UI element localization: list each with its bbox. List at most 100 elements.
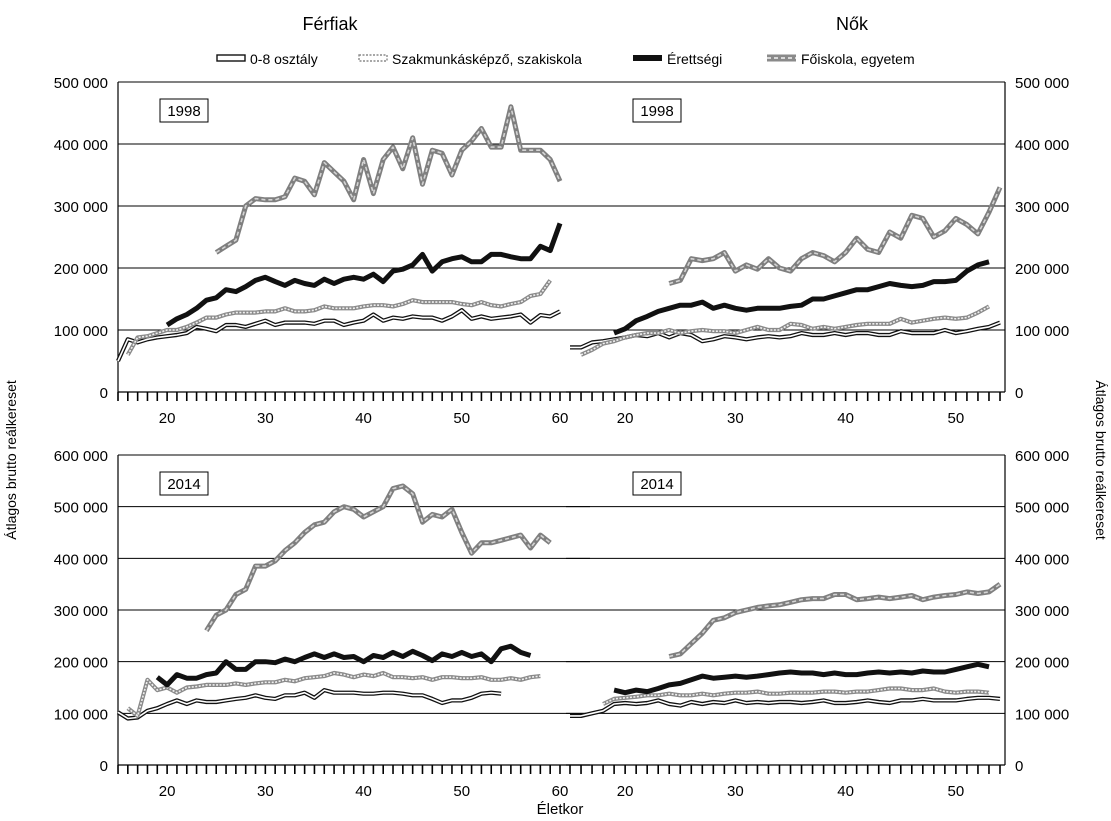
year-box	[159, 471, 209, 496]
y-tick-label: 300 000	[54, 603, 108, 620]
y-tick-label: 600 000	[1015, 448, 1069, 465]
y-tick-label: 100 000	[1015, 323, 1069, 340]
y-tick-label: 100 000	[1015, 706, 1069, 723]
x-tick-label: 20	[159, 783, 176, 800]
panel-title-nok: Nők	[836, 14, 869, 34]
series-line	[214, 104, 563, 255]
series-stroke	[155, 643, 532, 688]
series-stroke	[165, 222, 563, 328]
series-stroke	[580, 304, 991, 357]
series-stroke	[668, 186, 1003, 286]
series-stroke	[669, 583, 1001, 658]
y-tick-label: 200 000	[54, 261, 108, 278]
y-tick-label: 400 000	[1015, 137, 1069, 154]
series-stroke	[580, 305, 990, 356]
year-label: 1998	[640, 103, 673, 120]
y-tick-label: 500 000	[54, 75, 108, 92]
legend-label: 0-8 osztály	[250, 51, 318, 67]
series-stroke	[205, 485, 551, 632]
legend-label: Szakmunkásképző, szakiskola	[392, 51, 582, 67]
panel-ferfiak-2014: 0 100 000 200 000 300 000 400 000 500 000 600 …	[54, 448, 590, 800]
series-line	[580, 304, 991, 357]
series-line	[602, 686, 990, 706]
legend-item: Főiskola, egyetem	[767, 51, 915, 67]
panel-nok-2014: 0 100 000 200 000 300 000 400 000 500 000 600 …	[566, 448, 1069, 800]
y-tick-label: 0	[1015, 385, 1023, 402]
x-tick-label: 50	[453, 783, 470, 800]
series-stroke	[117, 689, 502, 720]
legend-label: Érettségi	[667, 51, 722, 67]
series-stroke	[127, 279, 551, 356]
x-tick-label: 20	[159, 410, 176, 427]
y-tick-label: 0	[100, 385, 108, 402]
series-line	[165, 222, 563, 328]
panel-title-ferfiak: Férfiak	[302, 14, 358, 34]
x-tick-label: 30	[727, 410, 744, 427]
x-tick-label: 50	[948, 783, 965, 800]
series-stroke	[214, 104, 563, 255]
x-tick-label: 20	[617, 410, 634, 427]
series-stroke	[117, 309, 561, 362]
y-tick-label: 300 000	[1015, 199, 1069, 216]
legend-label: Főiskola, egyetem	[801, 51, 915, 67]
y-tick-label: 500 000	[1015, 500, 1069, 517]
x-tick-label: 30	[727, 783, 744, 800]
year-box	[632, 98, 682, 123]
y-tick-label: 200 000	[1015, 655, 1069, 672]
y-axis-label-right: Átlagos brutto reálkereset	[1093, 380, 1109, 540]
series-stroke	[127, 672, 541, 717]
series-stroke	[668, 187, 1001, 285]
year-label: 2014	[167, 476, 200, 493]
legend: 0-8 osztály Szakmunkásképző, szakiskola …	[216, 51, 915, 67]
x-tick-label: 40	[837, 783, 854, 800]
y-tick-label: 500 000	[1015, 75, 1069, 92]
y-tick-label: 300 000	[1015, 603, 1069, 620]
series-line	[613, 661, 990, 696]
panel-nok-1998: 0 100 000 200 000 300 000 400 000 500 000 20 30…	[566, 75, 1069, 427]
y-axis-label-left: Átlagos brutto reálkereset	[3, 380, 19, 540]
series-line	[613, 259, 990, 336]
y-tick-label: 600 000	[54, 448, 108, 465]
x-tick-label: 60	[552, 410, 569, 427]
x-axis-label: Életkor	[537, 801, 584, 818]
x-tick-label: 40	[837, 410, 854, 427]
y-tick-label: 200 000	[54, 655, 108, 672]
y-tick-label: 200 000	[1015, 261, 1069, 278]
panel-ferfiak-1998: 0 100 000 200 000 300 000 400 000 500 000 20 30…	[54, 75, 590, 427]
x-tick-label: 50	[453, 410, 470, 427]
legend-item: Érettségi	[633, 51, 722, 67]
series-line	[126, 670, 541, 719]
series-line	[116, 687, 502, 721]
x-tick-label: 40	[355, 783, 372, 800]
series-stroke	[613, 661, 990, 696]
series-stroke	[215, 106, 561, 254]
series-stroke	[116, 687, 502, 721]
year-label: 1998	[167, 103, 200, 120]
series-line	[155, 643, 532, 688]
series-line	[668, 186, 1003, 286]
y-tick-label: 0	[100, 758, 108, 775]
x-tick-label: 30	[257, 410, 274, 427]
series-line	[125, 279, 552, 356]
series-line	[668, 582, 1002, 659]
y-tick-label: 400 000	[54, 137, 108, 154]
year-box	[159, 98, 209, 123]
series-stroke	[570, 696, 1001, 717]
series-stroke	[602, 686, 990, 706]
y-tick-label: 100 000	[54, 323, 108, 340]
series-stroke	[613, 259, 990, 336]
year-label: 2014	[640, 476, 673, 493]
x-tick-label: 40	[355, 410, 372, 427]
y-tick-label: 0	[1015, 758, 1023, 775]
y-tick-label: 400 000	[1015, 551, 1069, 568]
series-line	[570, 695, 1001, 719]
legend-item: Szakmunkásképző, szakiskola	[358, 51, 582, 67]
x-tick-label: 30	[257, 783, 274, 800]
y-tick-label: 100 000	[54, 706, 108, 723]
y-tick-label: 400 000	[54, 551, 108, 568]
y-tick-label: 300 000	[54, 199, 108, 216]
x-tick-label: 50	[948, 410, 965, 427]
x-tick-label: 20	[617, 783, 634, 800]
legend-item: 0-8 osztály	[216, 51, 318, 67]
